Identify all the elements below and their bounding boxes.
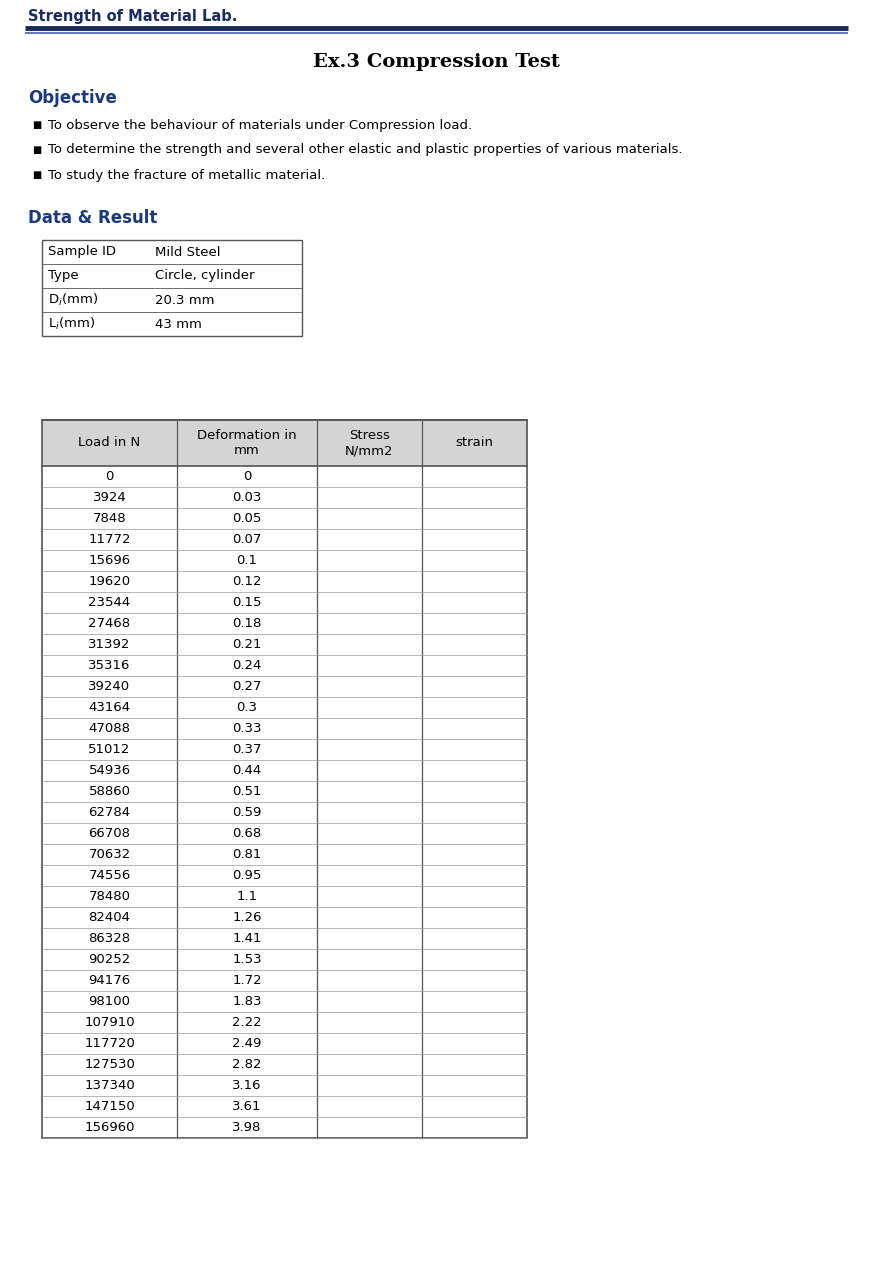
Text: Ex.3 Compression Test: Ex.3 Compression Test — [313, 52, 560, 70]
Text: 0.05: 0.05 — [232, 512, 262, 525]
Text: 15696: 15696 — [88, 554, 131, 567]
Text: 0.37: 0.37 — [232, 742, 262, 756]
Text: 58860: 58860 — [88, 785, 130, 797]
Text: 78480: 78480 — [88, 890, 130, 902]
Text: Stress
N/mm2: Stress N/mm2 — [345, 429, 394, 457]
Text: 0.59: 0.59 — [232, 806, 262, 819]
Text: 51012: 51012 — [88, 742, 131, 756]
Text: Sample ID: Sample ID — [48, 246, 116, 259]
Text: 0.44: 0.44 — [232, 764, 262, 777]
Text: ■: ■ — [32, 170, 41, 180]
Text: 1.83: 1.83 — [232, 995, 262, 1009]
Text: 82404: 82404 — [88, 911, 130, 924]
Text: 0.95: 0.95 — [232, 869, 262, 882]
Text: ■: ■ — [32, 145, 41, 155]
Text: 0.15: 0.15 — [232, 596, 262, 609]
Text: 43164: 43164 — [88, 701, 131, 714]
Text: 23544: 23544 — [88, 596, 131, 609]
Text: 1.41: 1.41 — [232, 932, 262, 945]
Text: 0.18: 0.18 — [232, 617, 262, 630]
Text: 1.1: 1.1 — [237, 890, 258, 902]
Text: 66708: 66708 — [88, 827, 130, 840]
Text: 0.51: 0.51 — [232, 785, 262, 797]
Text: 0.07: 0.07 — [232, 532, 262, 547]
Text: D$_i$(mm): D$_i$(mm) — [48, 292, 99, 308]
Text: 156960: 156960 — [85, 1121, 134, 1134]
Bar — [42, 420, 527, 1138]
Text: 90252: 90252 — [88, 954, 131, 966]
Text: To determine the strength and several other elastic and plastic properties of va: To determine the strength and several ot… — [48, 143, 683, 156]
Bar — [42, 241, 302, 335]
Text: Circle, cylinder: Circle, cylinder — [155, 270, 255, 283]
Text: 19620: 19620 — [88, 575, 131, 588]
Text: Data & Result: Data & Result — [28, 209, 157, 227]
Text: 107910: 107910 — [84, 1016, 134, 1029]
Text: 31392: 31392 — [88, 637, 131, 652]
Text: 35316: 35316 — [88, 659, 131, 672]
Text: L$_i$(mm): L$_i$(mm) — [48, 316, 95, 332]
Text: 0.27: 0.27 — [232, 680, 262, 692]
Text: 0.21: 0.21 — [232, 637, 262, 652]
Text: Objective: Objective — [28, 90, 117, 108]
Text: ■: ■ — [32, 120, 41, 131]
Text: 11772: 11772 — [88, 532, 131, 547]
Text: 2.82: 2.82 — [232, 1059, 262, 1071]
Text: 86328: 86328 — [88, 932, 131, 945]
Text: To study the fracture of metallic material.: To study the fracture of metallic materi… — [48, 169, 326, 182]
Text: 94176: 94176 — [88, 974, 131, 987]
Text: 98100: 98100 — [88, 995, 130, 1009]
Text: 2.49: 2.49 — [232, 1037, 262, 1050]
Text: 1.53: 1.53 — [232, 954, 262, 966]
Text: Type: Type — [48, 270, 79, 283]
Text: Load in N: Load in N — [79, 436, 141, 449]
Text: strain: strain — [456, 436, 493, 449]
Text: 117720: 117720 — [84, 1037, 135, 1050]
Text: 127530: 127530 — [84, 1059, 135, 1071]
Text: 74556: 74556 — [88, 869, 131, 882]
Text: 54936: 54936 — [88, 764, 131, 777]
Text: 0.33: 0.33 — [232, 722, 262, 735]
Text: 0: 0 — [106, 470, 113, 483]
Text: 47088: 47088 — [88, 722, 130, 735]
Text: 2.22: 2.22 — [232, 1016, 262, 1029]
Text: 20.3 mm: 20.3 mm — [155, 293, 215, 306]
Text: 70632: 70632 — [88, 847, 131, 861]
Text: 0.03: 0.03 — [232, 492, 262, 504]
Text: 7848: 7848 — [93, 512, 127, 525]
Text: 1.72: 1.72 — [232, 974, 262, 987]
Text: Strength of Material Lab.: Strength of Material Lab. — [28, 9, 237, 23]
Text: 147150: 147150 — [84, 1100, 134, 1114]
Text: 43 mm: 43 mm — [155, 317, 202, 330]
Text: 3924: 3924 — [93, 492, 127, 504]
Text: 0: 0 — [243, 470, 251, 483]
Text: 0.24: 0.24 — [232, 659, 262, 672]
Text: To observe the behaviour of materials under Compression load.: To observe the behaviour of materials un… — [48, 119, 472, 132]
Text: 27468: 27468 — [88, 617, 131, 630]
Text: 3.61: 3.61 — [232, 1100, 262, 1114]
Text: 39240: 39240 — [88, 680, 131, 692]
Text: Mild Steel: Mild Steel — [155, 246, 221, 259]
Text: 62784: 62784 — [88, 806, 131, 819]
Text: 0.68: 0.68 — [232, 827, 262, 840]
Text: 0.81: 0.81 — [232, 847, 262, 861]
Text: 1.26: 1.26 — [232, 911, 262, 924]
Text: 0.3: 0.3 — [237, 701, 258, 714]
Text: 3.98: 3.98 — [232, 1121, 262, 1134]
Text: 0.12: 0.12 — [232, 575, 262, 588]
Text: Deformation in
mm: Deformation in mm — [197, 429, 297, 457]
Text: 3.16: 3.16 — [232, 1079, 262, 1092]
Text: 137340: 137340 — [84, 1079, 134, 1092]
Bar — [42, 420, 527, 466]
Text: 0.1: 0.1 — [237, 554, 258, 567]
